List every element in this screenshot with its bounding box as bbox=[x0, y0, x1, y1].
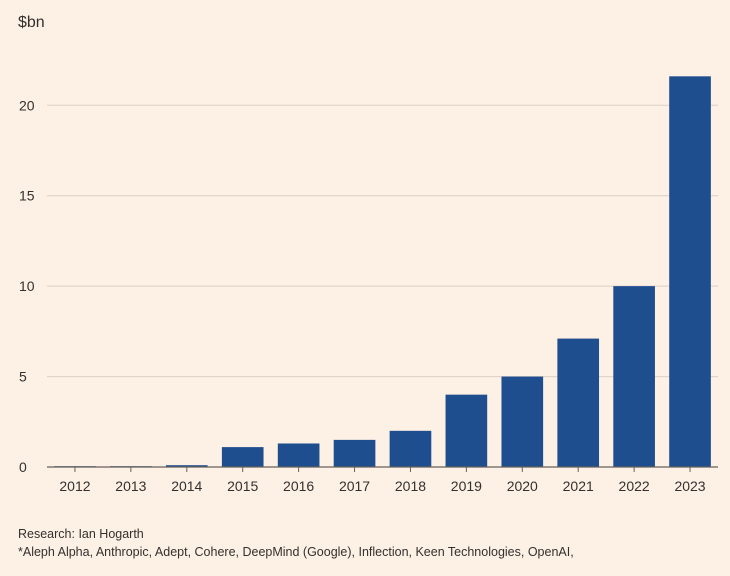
bar-2015 bbox=[221, 447, 264, 467]
x-tick-label: 2012 bbox=[59, 478, 90, 494]
x-tick-label: 2014 bbox=[171, 478, 202, 494]
bar-2017 bbox=[333, 439, 376, 467]
x-tick-label: 2023 bbox=[674, 478, 705, 494]
x-tick-label: 2020 bbox=[507, 478, 538, 494]
footnote: *Aleph Alpha, Anthropic, Adept, Cohere, … bbox=[18, 545, 574, 559]
bars bbox=[54, 76, 711, 467]
bar-2022 bbox=[613, 286, 655, 467]
bar-2021 bbox=[557, 338, 600, 467]
bar-chart: 0 5 10 15 20 2012 2013 2014 2015 2016 2017 2018 2019… bbox=[19, 76, 718, 494]
gridlines bbox=[47, 104, 718, 378]
x-tick-label: 2016 bbox=[283, 478, 314, 494]
bar-2020 bbox=[501, 376, 544, 467]
y-tick-label: 0 bbox=[19, 459, 27, 475]
x-tick-label: 2019 bbox=[451, 478, 482, 494]
bar-2018 bbox=[389, 430, 432, 467]
bar-2019 bbox=[445, 394, 488, 467]
bar-2016 bbox=[277, 443, 320, 467]
x-tick-label: 2018 bbox=[395, 478, 426, 494]
x-tick-label: 2017 bbox=[339, 478, 370, 494]
x-tick-label: 2021 bbox=[563, 478, 594, 494]
bar-2023 bbox=[669, 76, 711, 467]
source-note: Research: Ian Hogarth bbox=[18, 527, 144, 541]
x-tick-label: 2015 bbox=[227, 478, 258, 494]
y-tick-label: 15 bbox=[19, 188, 35, 204]
x-tick-label: 2013 bbox=[115, 478, 146, 494]
y-tick-label: 20 bbox=[19, 97, 35, 113]
y-tick-label: 10 bbox=[19, 278, 35, 294]
axes: 0 5 10 15 20 2012 2013 2014 2015 2016 2017 2018 2019… bbox=[19, 97, 718, 494]
x-tick-label: 2022 bbox=[619, 478, 650, 494]
y-unit-label: $bn bbox=[18, 14, 45, 31]
y-tick-label: 5 bbox=[19, 369, 27, 385]
bar-2014 bbox=[165, 465, 208, 467]
